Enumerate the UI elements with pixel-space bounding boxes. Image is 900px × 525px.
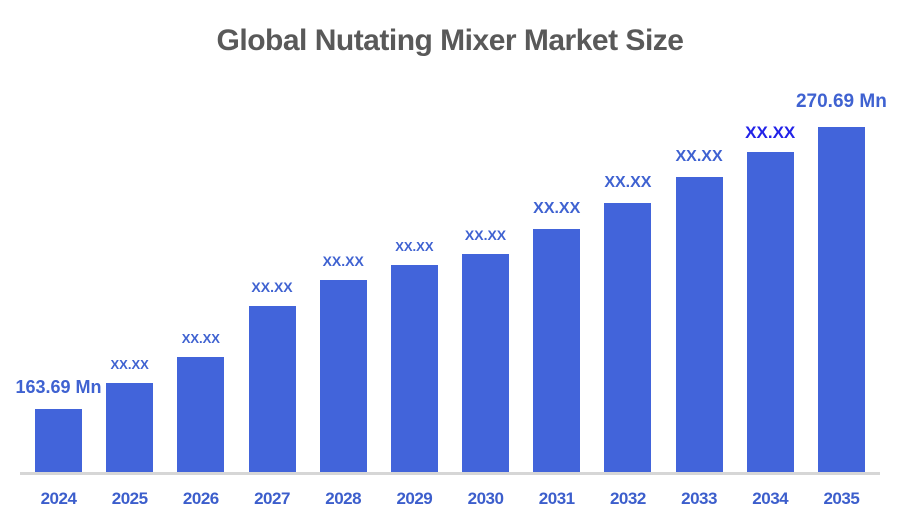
- bar-value-label-2032: XX.XX: [604, 174, 652, 192]
- bar-column-2034: XX.XX: [745, 123, 796, 472]
- year-label-2025: 2025: [111, 489, 148, 508]
- bar-column-2027: XX.XX: [248, 278, 296, 472]
- year-label-2031: 2031: [538, 489, 575, 508]
- bar-value-label-2025: XX.XX: [110, 356, 149, 372]
- bar-2024: [35, 409, 82, 472]
- bar-value-label-2031: XX.XX: [533, 200, 581, 218]
- bar-value-label-2029: XX.XX: [395, 238, 434, 254]
- year-label-2032: 2032: [609, 489, 646, 508]
- bar-value-label-2027: XX.XX: [251, 278, 293, 295]
- year-label-2029: 2029: [396, 489, 433, 508]
- x-axis-labels: 2024 2025 2026 2027 2028 2029 2030 2031 2032 2033…: [35, 489, 865, 509]
- bar-value-label-2030: XX.XX: [464, 226, 507, 243]
- bar-column-2024: 163.69 Mn: [15, 377, 102, 472]
- year-label-2035: 2035: [823, 489, 860, 508]
- bar-value-label-2028: XX.XX: [322, 252, 364, 269]
- bar-2027: [248, 306, 296, 472]
- bar-column-2035: 270.69 Mn: [796, 91, 887, 472]
- bar-2030: [462, 254, 510, 472]
- x-axis-line: [20, 472, 880, 475]
- bar-column-2031: XX.XX: [533, 200, 580, 472]
- bar-column-2032: XX.XX: [604, 174, 651, 472]
- bar-value-label-2026: XX.XX: [181, 330, 220, 346]
- year-label-2033: 2033: [681, 489, 717, 508]
- bar-2026: [177, 357, 225, 472]
- bar-2035: [817, 127, 865, 472]
- bars-container: 163.69 Mn XX.XX XX.XX XX.XX XX.XX XX.XX XX.XX X…: [15, 91, 887, 472]
- year-label-2030: 2030: [467, 489, 504, 508]
- bar-2033: [675, 177, 723, 472]
- bar-column-2026: XX.XX: [177, 330, 225, 472]
- year-label-2027: 2027: [254, 489, 290, 508]
- bar-value-label-2033: XX.XX: [675, 148, 723, 166]
- bar-2032: [604, 203, 652, 472]
- chart-title: Global Nutating Mixer Market Size: [216, 24, 684, 57]
- bar-value-label-2024: 163.69 Mn: [15, 377, 102, 398]
- bar-column-2030: XX.XX: [462, 226, 510, 472]
- bar-2031: [533, 229, 581, 472]
- bar-2034: [746, 152, 794, 472]
- plot-area: 163.69 Mn XX.XX XX.XX XX.XX XX.XX XX.XX XX.XX X…: [15, 0, 887, 525]
- bar-2029: [390, 265, 438, 472]
- bar-value-label-2034: XX.XX: [745, 123, 796, 143]
- year-label-2024: 2024: [40, 489, 77, 508]
- bar-column-2025: XX.XX: [106, 356, 154, 472]
- bar-column-2033: XX.XX: [675, 148, 723, 472]
- year-label-2034: 2034: [752, 489, 789, 508]
- bar-column-2028: XX.XX: [319, 252, 367, 472]
- bar-2028: [319, 280, 367, 472]
- bar-value-label-2035: 270.69 Mn: [795, 91, 887, 113]
- bar-2025: [106, 383, 154, 472]
- bar-column-2029: XX.XX: [390, 238, 438, 472]
- year-label-2026: 2026: [182, 489, 219, 508]
- year-label-2028: 2028: [325, 489, 362, 508]
